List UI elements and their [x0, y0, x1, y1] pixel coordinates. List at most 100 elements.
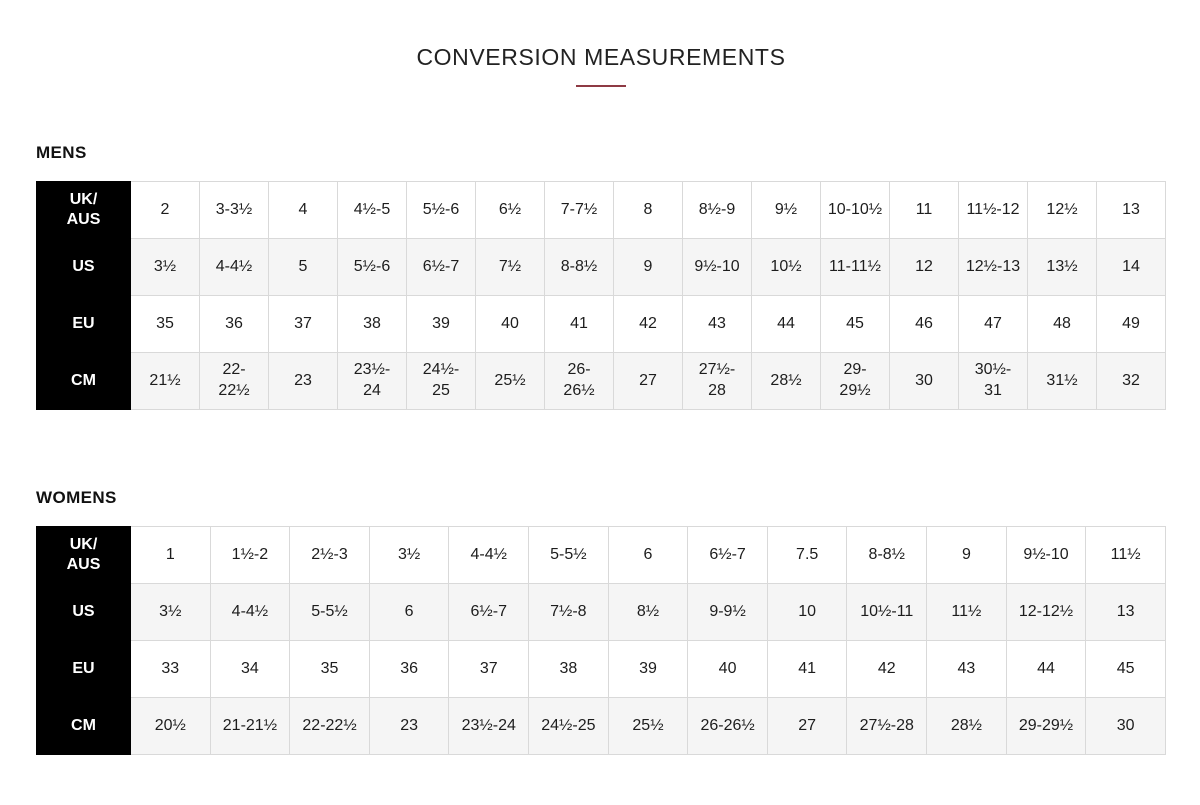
size-cell: 38 — [528, 640, 609, 698]
size-cell: 25½ — [607, 697, 689, 755]
size-cell: 41 — [766, 640, 848, 698]
size-cell: 10½-11 — [846, 583, 928, 641]
size-cell: 35 — [289, 640, 370, 698]
size-cell: 36 — [199, 295, 269, 353]
size-cell: 23½-24 — [337, 352, 407, 410]
size-table-mens: UK/AUS 2 3-3½ 4 4½-5 5½-6 6½ 7-7½ 8 8½-9 9½ 10-10½ 1… — [36, 181, 1166, 410]
size-cell: 11½-12 — [958, 181, 1028, 239]
size-cell: 27½-28 — [846, 697, 928, 755]
size-cell: 7½-8 — [528, 583, 609, 641]
size-cell: 22-22½ — [199, 352, 269, 410]
size-cell: 4-4½ — [209, 583, 291, 641]
size-cell: 12 — [889, 238, 959, 296]
size-cell: 13 — [1085, 583, 1166, 641]
section-womens: WOMENS UK/AUS 1 1½-2 2½-3 3½ 4-4½ 5-5½ 6 6½-7 7.5… — [36, 488, 1166, 755]
size-cell: 6½-7 — [406, 238, 476, 296]
size-cell: 26-26½ — [687, 697, 768, 755]
size-cell: 22-22½ — [289, 697, 370, 755]
size-cell: 10 — [766, 583, 848, 641]
size-cell: 30 — [1085, 697, 1166, 755]
size-cell: 27½-28 — [682, 352, 752, 410]
table-row-cm: CM 20½ 21-21½ 22-22½ 23 23½-24 24½-25 25½ 26-26½… — [36, 697, 1166, 755]
size-cell: 8½ — [607, 583, 689, 641]
size-cell: 11½ — [1085, 526, 1166, 584]
size-cell: 12-12½ — [1005, 583, 1087, 641]
size-cell: 6½-7 — [448, 583, 530, 641]
title-underline — [576, 85, 626, 87]
size-cell: 4½-5 — [337, 181, 407, 239]
section-mens: MENS UK/AUS 2 3-3½ 4 4½-5 5½-6 6½ 7-7½ 8 8½-9 9½ 10… — [36, 143, 1166, 410]
size-cell: 48 — [1027, 295, 1097, 353]
size-cell: 26-26½ — [544, 352, 614, 410]
row-header-us: US — [36, 238, 131, 296]
row-header-us: US — [36, 583, 131, 641]
size-cell: 4-4½ — [448, 526, 530, 584]
size-cell: 6½-7 — [687, 526, 768, 584]
size-cell: 9-9½ — [687, 583, 768, 641]
table-row-us: US 3½ 4-4½ 5-5½ 6 6½-7 7½-8 8½ 9-9½ 10 10½-11 11½ 12… — [36, 583, 1166, 641]
size-cell: 44 — [751, 295, 821, 353]
size-cell: 6½ — [475, 181, 545, 239]
size-cell: 11 — [889, 181, 959, 239]
size-cell: 6 — [368, 583, 450, 641]
table-row-us: US 3½ 4-4½ 5 5½-6 6½-7 7½ 8-8½ 9 9½-10 10½ 11-11½ 12… — [36, 238, 1166, 296]
size-cell: 2½-3 — [289, 526, 370, 584]
size-cell: 27 — [613, 352, 683, 410]
table-row-eu: EU 33 34 35 36 37 38 39 40 41 42 43 44 45 — [36, 640, 1166, 698]
size-cell: 7½ — [475, 238, 545, 296]
size-cell: 21½ — [130, 352, 200, 410]
size-cell: 49 — [1096, 295, 1166, 353]
size-cell: 14 — [1096, 238, 1166, 296]
size-cell: 23 — [368, 697, 450, 755]
size-cell: 9½-10 — [1005, 526, 1087, 584]
row-header-cm: CM — [36, 697, 131, 755]
size-guide-page: CONVERSION MEASUREMENTS MENS UK/AUS 2 3-3½… — [36, 44, 1166, 755]
size-cell: 8½-9 — [682, 181, 752, 239]
size-cell: 42 — [613, 295, 683, 353]
size-cell: 36 — [368, 640, 450, 698]
size-cell: 29-29½ — [820, 352, 890, 410]
row-header-ukaus: UK/AUS — [36, 526, 131, 584]
size-cell: 30½- 31 — [958, 352, 1028, 410]
size-cell: 46 — [889, 295, 959, 353]
size-cell: 25½ — [475, 352, 545, 410]
size-cell: 7.5 — [766, 526, 848, 584]
size-cell: 40 — [687, 640, 768, 698]
row-header-eu: EU — [36, 295, 131, 353]
size-cell: 34 — [209, 640, 291, 698]
size-cell: 27 — [766, 697, 848, 755]
size-cell: 4-4½ — [199, 238, 269, 296]
size-cell: 5 — [268, 238, 338, 296]
size-cell: 23 — [268, 352, 338, 410]
size-cell: 35 — [130, 295, 200, 353]
size-cell: 1 — [130, 526, 211, 584]
page-title: CONVERSION MEASUREMENTS — [416, 44, 786, 70]
size-cell: 3-3½ — [199, 181, 269, 239]
size-cell: 10-10½ — [820, 181, 890, 239]
size-cell: 28½ — [926, 697, 1007, 755]
row-header-cm: CM — [36, 352, 131, 410]
size-cell: 38 — [337, 295, 407, 353]
size-cell: 43 — [682, 295, 752, 353]
size-cell: 5½-6 — [337, 238, 407, 296]
size-cell: 6 — [607, 526, 689, 584]
size-cell: 5-5½ — [528, 526, 609, 584]
table-row-eu: EU 35 36 37 38 39 40 41 42 43 44 45 46 47 48 49 — [36, 295, 1166, 353]
size-cell: 8-8½ — [544, 238, 614, 296]
size-cell: 3½ — [368, 526, 450, 584]
size-cell: 9½ — [751, 181, 821, 239]
size-cell: 39 — [607, 640, 689, 698]
section-label-mens: MENS — [36, 143, 87, 162]
size-cell: 29-29½ — [1005, 697, 1087, 755]
size-cell: 24½-25 — [406, 352, 476, 410]
row-header-eu: EU — [36, 640, 131, 698]
size-cell: 13½ — [1027, 238, 1097, 296]
size-cell: 4 — [268, 181, 338, 239]
size-cell: 11½ — [926, 583, 1007, 641]
section-label-womens: WOMENS — [36, 488, 117, 507]
size-cell: 24½-25 — [528, 697, 609, 755]
table-row-ukaus: UK/AUS 1 1½-2 2½-3 3½ 4-4½ 5-5½ 6 6½-7 7.5 8-8½ 9 9½… — [36, 526, 1166, 584]
size-cell: 32 — [1096, 352, 1166, 410]
size-cell: 42 — [846, 640, 928, 698]
size-cell: 5½-6 — [406, 181, 476, 239]
